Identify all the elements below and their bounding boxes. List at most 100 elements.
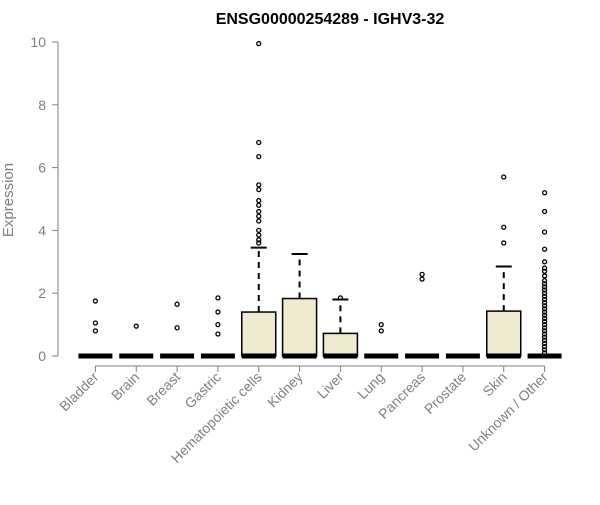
outlier-point <box>541 229 548 235</box>
outlier-point <box>541 350 548 356</box>
outlier-point <box>256 40 262 47</box>
outlier-point <box>215 295 221 301</box>
outlier-point <box>174 325 180 331</box>
outlier-point <box>92 298 99 304</box>
chart-title: ENSG00000254289 - IGHV3-32 <box>216 11 445 28</box>
y-axis-label: Expression <box>0 163 17 237</box>
x-tick-label: Skin <box>479 369 510 400</box>
y-axis: 0 2 4 6 8 10 <box>30 34 59 364</box>
outlier-point <box>541 265 548 271</box>
outlier-point <box>378 321 384 328</box>
outlier-point <box>541 284 548 290</box>
outlier-point <box>256 153 262 160</box>
box-group <box>200 295 235 359</box>
outlier-point <box>541 306 548 312</box>
box-group <box>281 252 318 359</box>
outlier-point <box>256 218 262 224</box>
outlier-point <box>541 293 548 299</box>
outlier-point <box>541 318 548 325</box>
outlier-point <box>541 337 548 343</box>
outlier-point <box>541 299 548 306</box>
outlier-point <box>215 309 221 315</box>
box-rect <box>241 311 277 357</box>
x-tick-label: Breast <box>143 369 183 409</box>
box-group <box>322 295 359 359</box>
outlier-point <box>256 208 262 215</box>
outlier-point <box>541 281 548 287</box>
outlier-point <box>256 237 262 243</box>
box-rect <box>281 297 318 357</box>
outlier-point <box>541 328 548 334</box>
outlier-point <box>256 182 262 188</box>
x-tick-label: Brain <box>108 369 142 403</box>
outlier-point <box>541 273 548 279</box>
outlier-point <box>541 334 548 340</box>
outlier-point <box>419 276 425 282</box>
box-group <box>78 298 113 359</box>
outlier-point <box>541 321 548 328</box>
outlier-point <box>541 246 548 252</box>
outlier-point <box>541 190 548 196</box>
box-group <box>486 174 522 359</box>
outlier-point <box>541 277 548 284</box>
outlier-point <box>256 213 262 219</box>
outlier-point <box>501 240 507 246</box>
y-tick-label: 2 <box>38 285 46 301</box>
outlier-point <box>92 328 99 334</box>
y-tick-label: 0 <box>38 348 46 364</box>
outlier-point <box>541 259 548 265</box>
outlier-point <box>256 197 262 204</box>
box-group <box>241 40 277 359</box>
box-rect <box>486 310 522 357</box>
outlier-point <box>256 186 262 193</box>
outlier-point <box>256 227 262 234</box>
outlier-point <box>541 287 548 293</box>
outlier-point <box>541 268 548 274</box>
outlier-point <box>256 232 262 238</box>
outlier-point <box>133 323 139 329</box>
outlier-point <box>541 290 548 296</box>
outlier-point <box>541 325 548 331</box>
x-tick-label: Lung <box>354 369 387 402</box>
box-group <box>119 323 154 359</box>
outlier-point <box>541 312 548 318</box>
outlier-point <box>215 321 221 328</box>
outlier-point <box>378 328 384 334</box>
outlier-point <box>337 295 344 301</box>
box-group <box>160 301 195 359</box>
box-group <box>405 271 440 359</box>
box-rect <box>322 332 359 357</box>
x-tick-label: Liver <box>314 369 347 402</box>
y-tick-label: 6 <box>38 160 46 176</box>
outlier-point <box>541 208 548 215</box>
x-tick-label: Bladder <box>56 369 102 415</box>
outlier-point <box>215 331 221 337</box>
outlier-point <box>541 315 548 321</box>
outlier-point <box>541 296 548 303</box>
outlier-point <box>256 202 262 208</box>
outlier-point <box>541 303 548 309</box>
y-tick-label: 8 <box>38 97 46 113</box>
outlier-point <box>92 320 99 326</box>
box-group <box>527 190 562 359</box>
x-tick-label: Prostate <box>421 369 469 417</box>
outlier-point <box>541 331 548 337</box>
box-group <box>364 321 399 359</box>
outlier-point <box>541 343 548 350</box>
outlier-point <box>501 224 507 230</box>
outlier-point <box>541 340 548 347</box>
x-tick-label: Kidney <box>264 369 306 411</box>
outlier-point <box>256 240 262 246</box>
plot-marks <box>78 40 562 359</box>
y-tick-label: 10 <box>30 34 46 50</box>
outlier-point <box>541 309 548 315</box>
outlier-point <box>174 301 180 307</box>
outlier-point <box>256 139 262 146</box>
outlier-point <box>501 174 507 180</box>
outlier-point <box>419 271 425 278</box>
outlier-point <box>541 347 548 353</box>
y-tick-label: 4 <box>38 222 46 238</box>
